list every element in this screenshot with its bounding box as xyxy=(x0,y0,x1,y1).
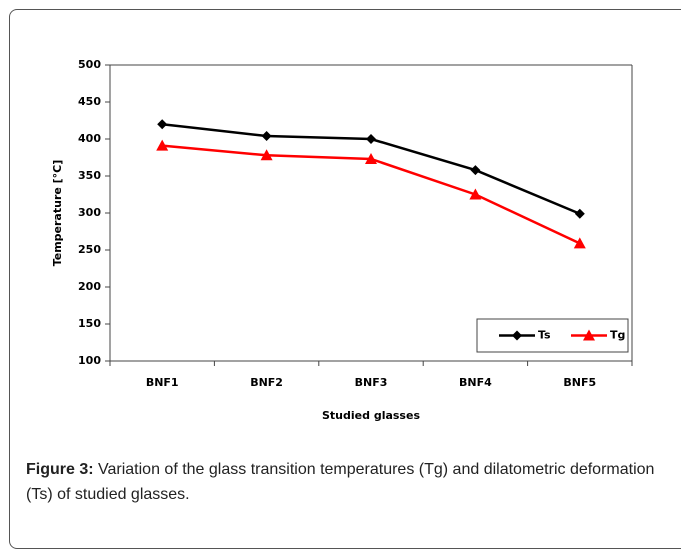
y-tick-label: 200 xyxy=(78,280,101,293)
marker-triangle xyxy=(583,329,595,341)
marker-triangle xyxy=(260,149,273,161)
legend-label: Ts xyxy=(538,329,551,342)
x-tick-label: BNF2 xyxy=(250,376,283,389)
y-tick-label: 250 xyxy=(78,243,101,256)
marker-diamond xyxy=(512,330,522,341)
chart: Temperature [°C] Studied glasses 100 150 2… xyxy=(51,58,633,422)
y-axis-label: Temperature [°C] xyxy=(51,160,64,267)
caption-text: Variation of the glass transition temper… xyxy=(26,461,655,503)
marker-diamond xyxy=(366,134,376,144)
y-tick-label: 100 xyxy=(78,354,101,367)
caption: Figure 3: Variation of the glass transit… xyxy=(26,457,666,507)
x-tick-label: BNF1 xyxy=(146,376,179,389)
caption-label: Figure 3: xyxy=(26,461,94,478)
legend-label: Tg xyxy=(610,329,625,342)
marker-triangle xyxy=(469,188,482,200)
marker-diamond xyxy=(470,165,481,176)
y-tick-label: 150 xyxy=(78,317,101,330)
page: Temperature [°C] Studied glasses 100 150 2… xyxy=(9,9,681,549)
y-tick-label: 350 xyxy=(78,169,101,182)
x-tick-label: BNF3 xyxy=(355,376,388,389)
x-tick-label: BNF5 xyxy=(563,376,596,389)
marker-triangle xyxy=(573,237,586,249)
y-tick-label: 500 xyxy=(78,58,101,71)
y-tick-label: 400 xyxy=(78,132,101,145)
marker-triangle xyxy=(365,152,377,164)
marker-diamond xyxy=(574,208,585,219)
marker-diamond xyxy=(261,131,272,142)
y-tick-label: 300 xyxy=(78,206,101,219)
y-tick-label: 450 xyxy=(78,95,101,108)
x-axis-label: Studied glasses xyxy=(322,409,420,422)
x-tick-label: BNF4 xyxy=(459,376,492,389)
marker-diamond xyxy=(157,119,168,130)
marker-triangle xyxy=(156,139,169,151)
